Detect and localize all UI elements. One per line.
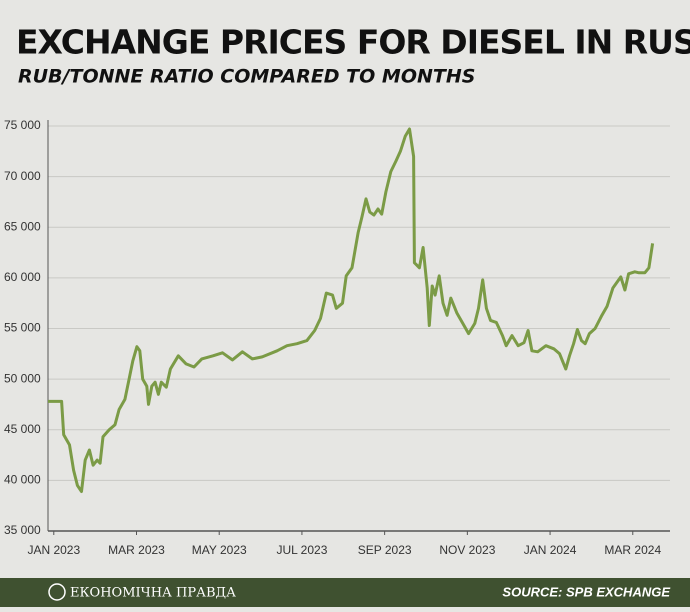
x-tick-label: SEP 2023: [358, 543, 412, 557]
source: SOURCE: SPB EXCHANGE: [502, 584, 670, 599]
x-tick-label: MAR 2024: [604, 543, 661, 557]
y-tick-label: 35 000: [4, 523, 41, 537]
logo: [48, 583, 66, 601]
x-tick-label: MAR 2023: [108, 543, 165, 557]
y-tick-label: 45 000: [4, 422, 41, 436]
y-tick-label: 40 000: [4, 473, 41, 487]
y-tick-label: 65 000: [4, 219, 41, 233]
y-tick-label: 60 000: [4, 270, 41, 284]
x-tick-label: JUL 2023: [276, 543, 327, 557]
x-tick-label: NOV 2023: [439, 543, 495, 557]
x-tick-label: JAN 2024: [524, 543, 577, 557]
price-line: [48, 127, 655, 493]
y-tick-label: 50 000: [4, 371, 41, 385]
chart-subtitle: RUB/TONNE RATIO COMPARED TO MONTHS: [18, 66, 475, 88]
x-tick-label: JAN 2023: [27, 543, 80, 557]
brand: ЕКОНОМІЧНА ПРАВДА: [70, 586, 236, 601]
x-tick-label: MAY 2023: [192, 543, 247, 557]
y-tick-label: 75 000: [4, 118, 41, 132]
y-tick-label: 55 000: [4, 321, 41, 335]
y-tick-label: 70 000: [4, 169, 41, 183]
footer-band: [0, 578, 690, 607]
chart-title: EXCHANGE PRICES FOR DIESEL IN RUSSIA: [16, 23, 690, 62]
